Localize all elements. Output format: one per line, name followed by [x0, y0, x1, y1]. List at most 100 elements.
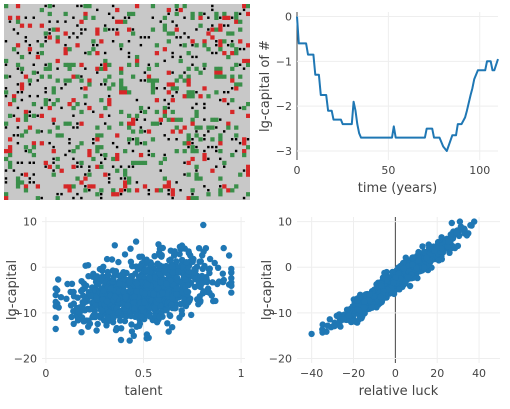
grid-cell-green	[206, 192, 211, 197]
grid-cell-green	[222, 39, 227, 44]
grid-cell-green	[206, 47, 211, 52]
grid-cell-green	[91, 47, 96, 52]
grid-cell-green	[154, 78, 160, 83]
data-point	[104, 268, 111, 276]
data-point	[361, 298, 368, 305]
data-point	[308, 330, 315, 338]
grid-cell-green	[31, 145, 37, 150]
grid-cell-green	[170, 109, 175, 115]
grid-cell-red	[127, 27, 132, 32]
agent-grid-svg	[4, 4, 251, 201]
grid-cell-green	[127, 62, 132, 68]
data-point	[421, 264, 428, 271]
grid-cell-agent	[99, 83, 103, 86]
data-point	[115, 309, 122, 316]
grid-cell-red	[63, 47, 68, 52]
grid-cell-green	[150, 90, 156, 95]
grid-cell-green	[111, 82, 116, 87]
grid-cell-green	[150, 27, 156, 32]
y-tick-label: 0	[285, 261, 292, 274]
grid-cell-agent	[135, 118, 139, 121]
grid-cell-green	[99, 145, 104, 150]
grid-cell-green	[166, 31, 171, 36]
grid-cell-green	[150, 121, 156, 126]
grid-cell-agent	[171, 51, 174, 55]
grid-cell-green	[127, 11, 132, 17]
grid-cell-red	[190, 156, 195, 162]
data-point	[148, 261, 155, 268]
grid-cell-green	[107, 62, 112, 68]
grid-cell-green	[230, 43, 235, 48]
grid-cell-green	[119, 78, 124, 83]
grid-cell-red	[15, 15, 21, 20]
data-point	[151, 304, 158, 311]
grid-cell-agent	[226, 102, 230, 106]
grid-cell-green	[99, 133, 104, 138]
data-point	[52, 285, 59, 292]
grid-cell-green	[190, 94, 195, 99]
grid-cell-agent	[242, 169, 246, 172]
grid-cell-green	[186, 137, 191, 142]
grid-cell-green	[150, 137, 156, 142]
data-point	[74, 317, 82, 324]
grid-cell-agent	[127, 16, 131, 19]
x-tick-label: 0	[294, 164, 301, 177]
grid-cell-green	[71, 149, 76, 154]
grid-cell-red	[87, 78, 92, 83]
capital-vs-talent-svg: 0 0.5 1 10 0 −10 −20 talent lg-capital	[5, 216, 245, 399]
data-point	[87, 292, 94, 299]
grid-cell-agent	[127, 55, 131, 59]
grid-cell-green	[123, 149, 128, 154]
grid-cell-agent	[167, 106, 170, 110]
grid-cell-red	[107, 102, 112, 107]
grid-cell-green	[95, 149, 100, 154]
y-tick-label: −3	[276, 145, 292, 158]
grid-cell-agent	[179, 55, 182, 59]
grid-cell-agent	[16, 126, 20, 129]
data-point	[195, 245, 203, 252]
grid-cell-red	[218, 23, 223, 28]
grid-cell-green	[214, 74, 219, 79]
grid-cell-agent	[203, 102, 206, 106]
capital-vs-luck-svg: −40 −20 0 20 40 10 0 −10 −20 relative luck lg-capi…	[260, 216, 500, 399]
grid-cell-red	[7, 145, 13, 150]
data-point	[166, 257, 173, 264]
y-tick-label: −1	[276, 55, 292, 68]
grid-cell-green	[238, 74, 243, 79]
data-point	[212, 297, 219, 305]
data-point	[337, 323, 344, 330]
grid-cell-green	[67, 47, 72, 52]
grid-cell-green	[43, 31, 48, 36]
grid-cell-agent	[163, 98, 166, 102]
grid-cell-red	[35, 54, 41, 60]
grid-cell-green	[238, 19, 243, 24]
data-point	[194, 296, 201, 303]
grid-cell-green	[234, 15, 239, 20]
grid-cell-agent	[56, 192, 59, 196]
grid-cell-green	[23, 145, 29, 150]
grid-cell-agent	[215, 165, 218, 168]
agent-grid-heatmap	[4, 4, 251, 201]
grid-cell-green	[23, 117, 29, 122]
data-point	[57, 294, 65, 301]
grid-cell-agent	[56, 67, 59, 70]
grid-cell-green	[226, 54, 231, 60]
grid-cell-green	[174, 149, 179, 154]
grid-cell-agent	[242, 47, 246, 51]
grid-cell-agent	[242, 196, 246, 200]
grid-cell-agent	[195, 145, 198, 149]
capital-over-time-chart: 0 50 100 0 −1 −2 −3 time (years) lg-capital of #	[255, 0, 510, 205]
grid-cell-red	[87, 105, 92, 111]
grid-cell-red	[95, 27, 100, 32]
grid-cell-agent	[48, 20, 51, 23]
grid-cell-agent	[4, 87, 8, 90]
data-point	[80, 292, 87, 299]
grid-cell-agent	[99, 153, 103, 157]
grid-cell-green	[134, 62, 140, 68]
grid-cell-agent	[48, 28, 51, 31]
grid-cell-green	[198, 125, 203, 130]
grid-cell-agent	[44, 90, 47, 94]
grid-cell-red	[186, 141, 191, 146]
grid-cell-agent	[183, 71, 186, 74]
grid-cell-red	[226, 188, 231, 193]
